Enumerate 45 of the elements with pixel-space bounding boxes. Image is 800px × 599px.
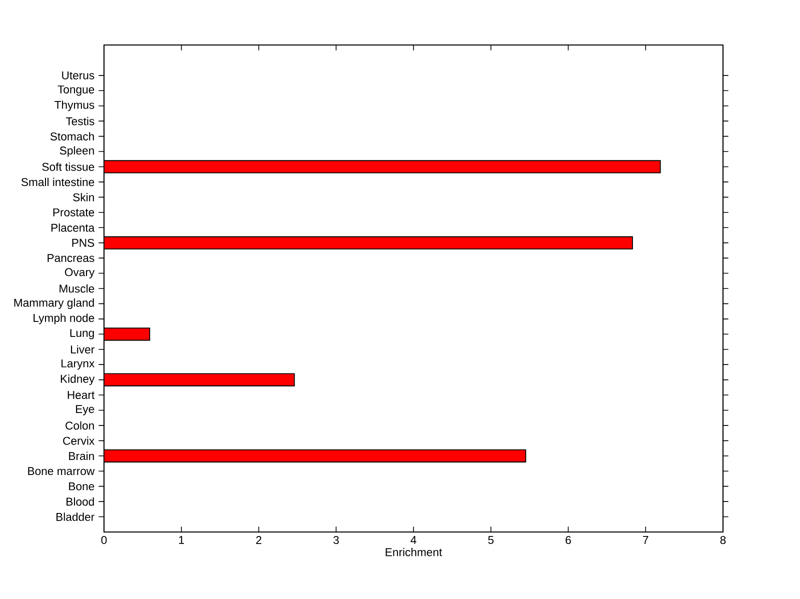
x-tick-label: 2 (256, 536, 262, 544)
y-tick-label: Small intestine (21, 178, 94, 186)
y-tick-label: Bone (69, 482, 94, 490)
y-tick-label: Spleen (60, 146, 94, 157)
x-tick-label: 5 (488, 536, 494, 544)
y-tick-label: Brain (69, 452, 94, 460)
y-tick-label: Muscle (60, 284, 94, 293)
y-tick-label: Lung (70, 329, 94, 340)
y-tick-label: Ovary (64, 268, 95, 278)
y-tick-label: Kidney (60, 374, 95, 386)
x-tick-label: 3 (333, 536, 339, 544)
x-tick-label: 4 (410, 536, 416, 544)
y-tick-label: Bladder (56, 512, 94, 521)
y-tick-label: Mammary gland (14, 298, 94, 309)
bar (104, 328, 150, 341)
y-tick-label: Soft tissue (42, 162, 94, 171)
x-tick-label: 7 (643, 536, 648, 544)
bar (104, 236, 633, 250)
bar (104, 449, 526, 462)
y-tick-label: Pancreas (48, 254, 94, 262)
y-tick-label: Testis (66, 116, 94, 126)
y-tick-label: Eye (76, 405, 94, 416)
bar (104, 160, 661, 174)
y-tick-label: Colon (66, 421, 94, 430)
y-tick-label: Placenta (51, 223, 95, 232)
x-tick-label: 6 (566, 536, 571, 544)
y-tick-label: Cervix (63, 436, 94, 445)
y-tick-label: Skin (73, 193, 94, 202)
y-tick-label: Uterus (62, 71, 94, 80)
x-tick-label: 0 (101, 536, 107, 544)
y-tick-label: Blood (66, 497, 94, 506)
y-tick-label: Stomach (50, 132, 94, 140)
y-tick-label: Liver (70, 345, 94, 354)
y-tick-label: Lymph node (34, 314, 94, 324)
x-tick-label: 1 (179, 536, 184, 544)
y-tick-label: Thymus (54, 100, 94, 112)
y-tick-label: Tongue (58, 86, 94, 96)
y-tick-label: Bone marrow (28, 467, 95, 476)
x-axis-title: Enrichment (386, 548, 442, 556)
x-tick-label: 8 (720, 536, 726, 544)
bar (104, 373, 295, 386)
y-tick-label: Larynx (62, 360, 94, 370)
y-tick-label: Prostate (53, 208, 94, 216)
y-tick-label: Heart (68, 391, 95, 399)
y-tick-label: PNS (72, 238, 94, 247)
